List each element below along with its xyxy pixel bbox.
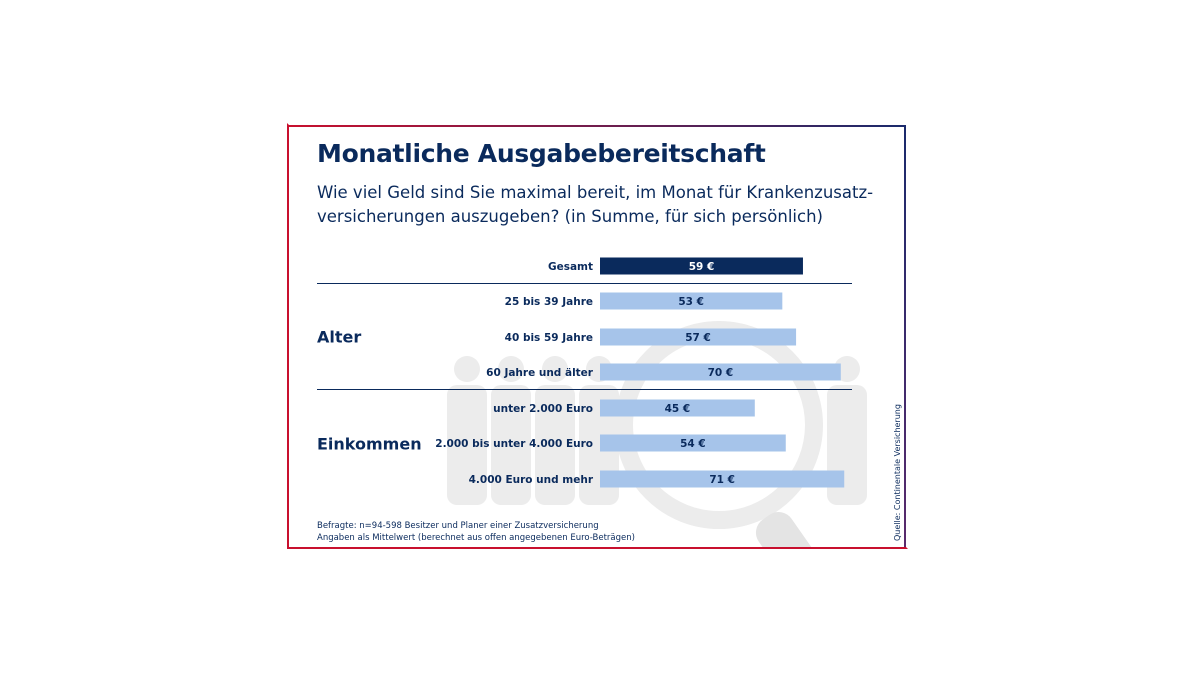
value-label-2: 57 €	[685, 332, 711, 344]
bar-3	[600, 363, 841, 381]
value-label-0: 59 €	[689, 261, 715, 273]
footnote-method: Angaben als Mittelwert (berechnet aus of…	[317, 532, 635, 543]
group-label-alter: Alter	[317, 328, 361, 347]
bar-0	[600, 257, 803, 275]
category-label-3: 60 Jahre und älter	[486, 367, 594, 379]
value-label-4: 45 €	[665, 403, 691, 415]
bar-4	[600, 399, 755, 417]
infographic-card: Monatliche Ausgabebereitschaft Wie viel …	[287, 123, 908, 549]
category-label-2: 40 bis 59 Jahre	[505, 332, 593, 344]
bar-5	[600, 434, 786, 452]
value-label-1: 53 €	[678, 296, 704, 308]
category-label-1: 25 bis 39 Jahre	[505, 296, 593, 308]
value-label-6: 71 €	[709, 474, 735, 486]
category-label-4: unter 2.000 Euro	[493, 403, 593, 415]
value-label-3: 70 €	[708, 367, 734, 379]
category-label-5: 2.000 bis unter 4.000 Euro	[435, 438, 593, 450]
bar-6	[600, 470, 845, 488]
bar-2	[600, 328, 797, 346]
chart-subtitle: Wie viel Geld sind Sie maximal bereit, i…	[317, 183, 874, 226]
footnote-respondents: Befragte: n=94-598 Besitzer und Planer e…	[317, 521, 599, 531]
category-label-0: Gesamt	[548, 261, 593, 273]
bar-1	[600, 292, 783, 310]
bar-chart: Gesamt 59 € 25 bis 39 Jahre 53 € 40 bis 59 J…	[317, 257, 852, 488]
value-label-5: 54 €	[680, 438, 706, 450]
category-label-6: 4.000 Euro und mehr	[469, 474, 594, 486]
source-credit: Quelle: Continentale Versicherung	[893, 404, 902, 541]
group-label-einkommen: Einkommen	[317, 435, 422, 454]
chart-title: Monatliche Ausgabebereitschaft	[317, 139, 766, 168]
footnotes: Befragte: n=94-598 Besitzer und Planer e…	[317, 521, 635, 544]
